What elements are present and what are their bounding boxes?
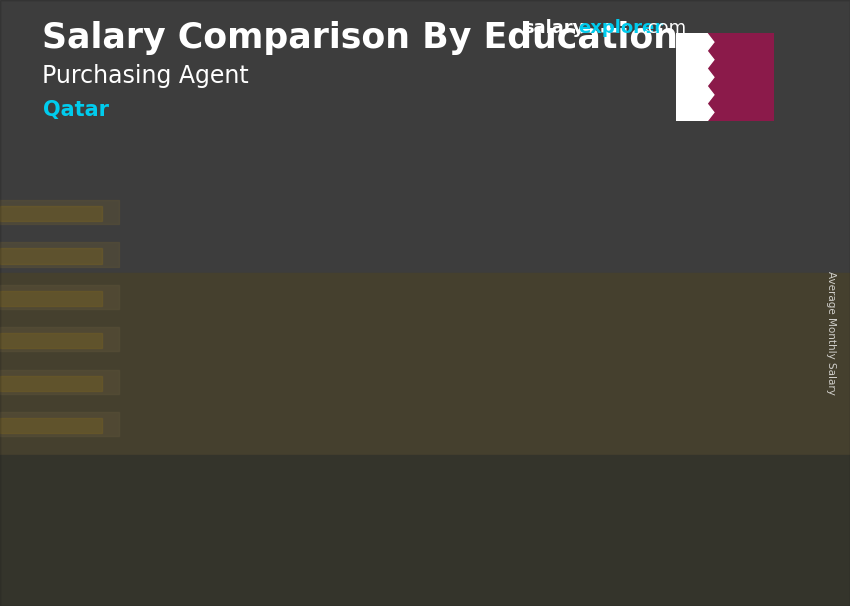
Text: Salary Comparison By Education: Salary Comparison By Education <box>42 21 678 55</box>
Bar <box>131 321 206 533</box>
Bar <box>0 376 102 391</box>
Text: salary: salary <box>523 19 584 38</box>
Bar <box>0 248 102 264</box>
Bar <box>0 200 119 224</box>
Bar <box>0 327 119 351</box>
Polygon shape <box>676 33 714 121</box>
Bar <box>0 454 850 606</box>
Bar <box>0 0 850 273</box>
Polygon shape <box>371 197 462 219</box>
Polygon shape <box>206 298 223 533</box>
Bar <box>0 333 102 348</box>
Polygon shape <box>610 93 701 115</box>
Bar <box>0 291 102 306</box>
Text: Average Monthly Salary: Average Monthly Salary <box>826 271 836 395</box>
Text: 16,000 QAR: 16,000 QAR <box>493 70 603 88</box>
Bar <box>0 418 102 433</box>
Text: Qatar: Qatar <box>42 100 109 120</box>
Text: +47%: +47% <box>218 40 322 71</box>
Bar <box>0 206 102 221</box>
Text: 8,140 QAR: 8,140 QAR <box>26 276 124 294</box>
Bar <box>610 115 685 533</box>
Bar <box>0 285 119 309</box>
Text: Purchasing Agent: Purchasing Agent <box>42 64 249 88</box>
Bar <box>371 219 445 533</box>
Bar <box>0 242 119 267</box>
Bar <box>0 370 119 394</box>
Text: Bachelor's
Degree: Bachelor's Degree <box>604 563 708 602</box>
Text: .com: .com <box>642 19 686 38</box>
Text: High School: High School <box>117 563 237 581</box>
Polygon shape <box>685 93 701 533</box>
Text: explorer: explorer <box>578 19 663 38</box>
Text: Certificate or
Diploma: Certificate or Diploma <box>349 563 484 602</box>
Bar <box>0 273 850 454</box>
Polygon shape <box>445 197 462 533</box>
Text: 12,000 QAR: 12,000 QAR <box>253 175 363 193</box>
Bar <box>0 412 119 436</box>
Polygon shape <box>131 298 223 321</box>
